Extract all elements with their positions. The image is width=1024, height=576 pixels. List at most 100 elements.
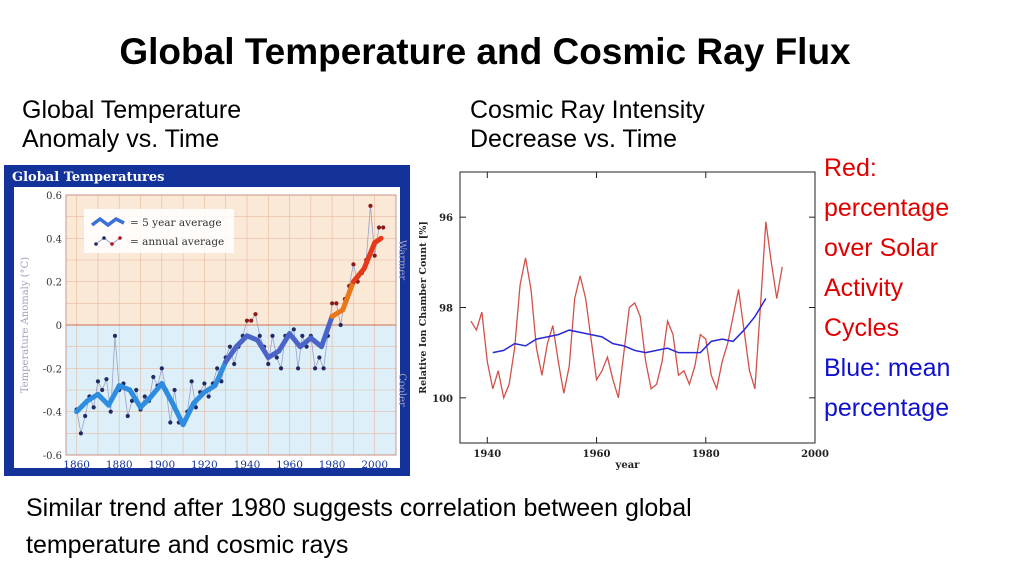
x-tick-label: 1960 [276,459,303,471]
conclusion-line-1: Similar trend after 1980 suggests correl… [26,494,692,522]
y-tick-label: 98 [439,304,453,315]
legend-annual-swatch [95,237,121,245]
slide-title: Global Temperature and Cosmic Ray Flux [119,31,851,72]
five-year-average-segment [169,400,186,428]
left-subtitle-line-1: Global Temperature [22,96,242,124]
plot-border [459,171,816,444]
annual-average-point [78,431,84,436]
left-chart-subtitle: Global Temperature Anomaly vs. Time [22,96,241,154]
annual-average-point [95,379,101,384]
five-year-average-segment [361,240,378,272]
annual-average-point [291,327,296,332]
plot-border [65,194,397,456]
annual-average-point [295,366,301,371]
annual-average-point [83,413,88,419]
annual-average-point [219,379,224,384]
y-tick-label: -0.6 [43,451,62,462]
five-year-average-segment [191,389,207,406]
chart-title: Global Temperatures [12,170,164,185]
annual-average-point [206,394,211,399]
annual-average-point [376,225,382,230]
annual-average-point [278,366,284,371]
five-year-average-segment [212,359,229,389]
five-year-average-segment [223,344,239,365]
five-year-average-segment [255,337,271,360]
x-axis-label: year [615,460,641,471]
five-year-average-segment [233,333,250,350]
annual-average-point [91,405,96,410]
legend-line-3: Activity [824,274,904,302]
annual-average-point [317,355,322,360]
right-chart-subtitle: Cosmic Ray Intensity Decrease vs. Time [470,96,705,154]
x-tick-label: 2000 [361,459,388,471]
chart-legend: = 5 year average = annual average [84,209,234,253]
legend-annual-marker [94,242,98,246]
mean-percentage-line [492,298,767,354]
y-tick-label: -0.2 [43,364,62,375]
annual-average-point [249,318,254,323]
x-tick-label: 1880 [106,459,133,471]
legend-line-6: percentage [824,394,950,422]
legend-annual-marker [110,242,114,246]
legend-line-1: percentage [824,194,950,222]
legend-annual-marker [118,236,122,240]
annual-average-point [215,366,220,371]
annual-average-point [300,333,305,338]
x-tick-label: 2000 [801,449,829,460]
annual-average-point [334,301,339,306]
legend-line-5: Blue: mean [824,354,951,382]
five-year-average-segment [127,387,144,410]
annual-average-point [351,262,356,267]
annual-average-point [142,394,147,399]
x-tick-label: 1980 [692,449,720,460]
global-temperature-chart: Global Temperatures -0.6 -0.4 -0.2 0 0.2 0.4 0.… [4,165,410,476]
right-subtitle-line-2: Decrease vs. Time [470,125,678,153]
solar-cycle-percentage-line [470,221,783,401]
legend-line-4: Cycles [824,314,900,342]
annual-average-point [159,366,164,371]
x-tick-label: 1920 [191,459,218,471]
y-tick-label: 100 [432,394,453,405]
legend-line-0: Red: [824,154,877,182]
warmer-label: Warmer [396,240,407,281]
x-tick-label: 1940 [234,459,261,471]
five-year-average-segment [148,381,165,399]
annual-average-point [189,379,194,384]
x-tick-label: 1940 [473,449,501,460]
five-year-average-segment [180,400,197,428]
five-year-average-segment [276,331,293,354]
five-year-average-segment [159,381,175,406]
x-tick-label: 1860 [63,459,90,471]
annual-average-point [202,381,207,386]
annual-average-point [104,377,109,382]
annual-average-point [372,253,377,258]
legend-line-2: over Solar [824,234,938,262]
conclusion-line-2: temperature and cosmic rays [26,531,349,559]
x-tick-label: 1960 [583,449,611,460]
legend-5yr-label: = 5 year average [130,217,222,229]
annual-average-point [125,413,130,419]
annual-average-point [330,301,335,306]
legend-annual-label: = annual average [130,236,224,248]
annual-average-point [112,333,118,338]
y-tick-label: 96 [439,213,453,224]
annual-average-point [274,355,279,360]
annual-average-point [381,225,386,230]
y-tick-label: 0 [56,321,62,332]
annual-average-point [321,366,326,371]
five-year-average-segment [138,394,154,410]
annual-average-point [257,333,262,338]
cooler-label: Cooler [396,373,407,407]
legend-5yr-swatch [90,216,125,228]
legend-box [84,209,234,253]
y-tick-label: 0.2 [46,278,62,289]
y-tick-label: 0.4 [46,234,62,245]
x-tick-label: 1900 [148,459,175,471]
annual-average-point [227,344,233,349]
five-year-average-segment [74,398,90,415]
legend-annual-marker [102,236,106,240]
conclusion-text: Similar trend after 1980 suggests correl… [26,490,986,564]
annual-average-point [100,387,105,393]
annual-average-point [312,366,318,371]
annual-average-point [168,420,173,425]
